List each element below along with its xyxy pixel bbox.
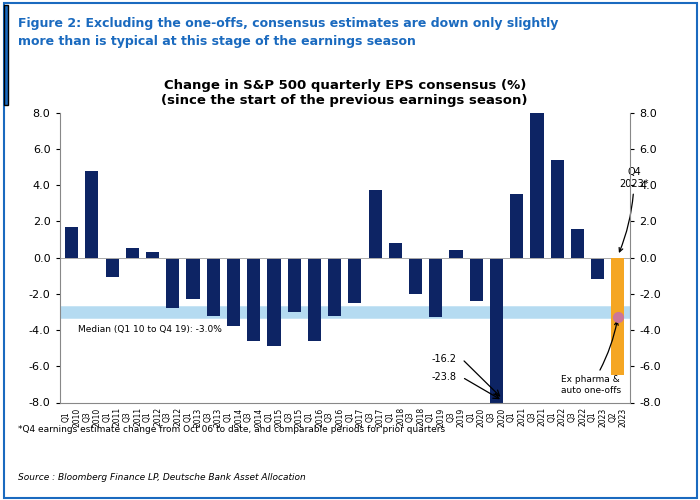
Bar <box>247 258 260 341</box>
Bar <box>570 228 584 258</box>
Bar <box>510 194 524 258</box>
Bar <box>267 258 281 346</box>
Title: Change in S&P 500 quarterly EPS consensus (%)
(since the start of the previous e: Change in S&P 500 quarterly EPS consensu… <box>162 79 528 107</box>
Bar <box>429 258 442 318</box>
Bar <box>186 258 200 299</box>
Bar <box>227 258 240 326</box>
Text: Ex pharma &
auto one-offs: Ex pharma & auto one-offs <box>561 322 622 394</box>
Bar <box>146 252 159 258</box>
Bar <box>328 258 341 316</box>
Bar <box>308 258 321 341</box>
Bar <box>166 258 179 308</box>
Text: more than is typical at this stage of the earnings season: more than is typical at this stage of th… <box>18 35 415 48</box>
Bar <box>85 170 99 258</box>
Bar <box>551 160 564 258</box>
Text: Figure 2: Excluding the one-offs, consensus estimates are down only slightly: Figure 2: Excluding the one-offs, consen… <box>18 18 558 30</box>
Bar <box>490 258 503 402</box>
Text: Source : Bloomberg Finance LP, Deutsche Bank Asset Allocation: Source : Bloomberg Finance LP, Deutsche … <box>18 472 305 482</box>
Text: -23.8: -23.8 <box>432 372 456 382</box>
Text: *Q4 earnings estimate change from Oct 06 to date, and comparable periods for pri: *Q4 earnings estimate change from Oct 06… <box>18 425 444 434</box>
Bar <box>531 112 543 258</box>
Text: -16.2: -16.2 <box>432 354 456 364</box>
Bar <box>611 258 624 330</box>
Bar <box>470 258 483 301</box>
Bar <box>288 258 301 312</box>
Bar <box>106 258 119 278</box>
Bar <box>449 250 463 258</box>
Bar <box>389 243 402 258</box>
Text: Q4
2023*: Q4 2023* <box>619 167 649 252</box>
Bar <box>349 258 361 303</box>
Bar <box>368 190 382 258</box>
Bar <box>206 258 220 316</box>
Bar <box>126 248 139 258</box>
Bar <box>611 258 624 376</box>
Bar <box>65 226 78 258</box>
Bar <box>591 258 604 279</box>
Bar <box>409 258 422 294</box>
Text: Median (Q1 10 to Q4 19): -3.0%: Median (Q1 10 to Q4 19): -3.0% <box>78 324 222 334</box>
